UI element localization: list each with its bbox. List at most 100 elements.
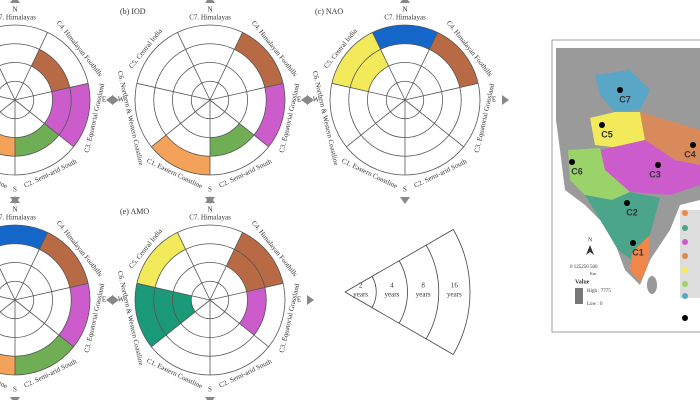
- spoke: [14, 99, 74, 148]
- compass-arrow: [400, 0, 410, 3]
- sector-label: C5. Central India: [127, 27, 164, 71]
- map-legend-swatches: [680, 210, 700, 321]
- wedge: [15, 335, 74, 375]
- compass-arrow: [307, 95, 314, 105]
- wedge: [372, 24, 438, 50]
- spoke: [177, 232, 211, 301]
- ring: [0, 80, 35, 120]
- compass-arrow: [112, 295, 119, 305]
- region-label: C4: [684, 149, 696, 159]
- region-c4: [640, 112, 700, 165]
- legend-value: 16: [451, 282, 459, 290]
- compass-arrow: [301, 95, 308, 105]
- compass-arrow: [307, 295, 314, 305]
- compass-arrow: [112, 95, 119, 105]
- sector-label: C7. Himalayas: [0, 14, 36, 22]
- compass-arrow: [502, 95, 509, 105]
- region-dot: [630, 240, 636, 246]
- panel-title: (e) AMO: [120, 207, 149, 216]
- wedge: [239, 287, 267, 336]
- region-label: C6: [571, 166, 583, 176]
- compass-arrow: [10, 397, 20, 400]
- compass-letter: S: [13, 386, 17, 394]
- spoke: [0, 299, 16, 313]
- compass-letter: W: [118, 296, 125, 304]
- legend-value: 8: [421, 282, 425, 290]
- compass-arrow: [205, 196, 215, 203]
- wedge: [151, 135, 210, 175]
- panel-title: (c) NAO: [315, 7, 343, 16]
- sector-label: C3. Equatorial Grassland: [278, 282, 302, 353]
- ring: [0, 262, 53, 338]
- wedge: [58, 283, 91, 347]
- region-dot: [655, 162, 661, 168]
- legend-arc: [371, 276, 377, 308]
- spoke: [177, 32, 211, 101]
- spoke: [372, 32, 406, 101]
- legend-edge: [344, 291, 454, 355]
- spoke: [14, 82, 89, 101]
- spoke: [14, 299, 74, 348]
- scale-label: 0 125250 500: [570, 265, 598, 270]
- north-label: N: [588, 237, 593, 243]
- spoke: [0, 267, 16, 301]
- value-low: Low : 0: [587, 302, 603, 307]
- spoke: [209, 299, 269, 348]
- compass-letter: N: [207, 206, 212, 214]
- wedge: [0, 134, 15, 157]
- spoke: [404, 32, 438, 101]
- region-dot: [569, 159, 575, 165]
- spoke: [209, 282, 284, 301]
- compass-letter: N: [12, 206, 17, 214]
- value-high: High : 7775: [587, 289, 611, 294]
- value-title: Value: [575, 279, 590, 285]
- wedge: [0, 224, 48, 250]
- compass-letter: E: [297, 296, 301, 304]
- sector-label: C7. Himalayas: [189, 14, 231, 22]
- compass-letter: E: [297, 96, 301, 104]
- spoke: [14, 32, 48, 101]
- spoke: [209, 99, 269, 148]
- spoke: [151, 99, 211, 148]
- legend-edge: [344, 229, 454, 293]
- spoke: [151, 299, 211, 348]
- wedge: [253, 83, 285, 147]
- region-c3: [600, 140, 700, 195]
- wedge: [226, 232, 284, 292]
- spoke: [331, 82, 406, 101]
- wedge: [39, 232, 89, 288]
- wedge: [0, 354, 15, 375]
- compass-letter: S: [208, 186, 212, 194]
- spoke: [14, 232, 48, 301]
- legend-arc: [425, 244, 440, 340]
- wedge: [31, 49, 70, 92]
- wedge: [135, 283, 196, 347]
- compass-letter: E: [102, 296, 106, 304]
- legend-value: 4: [390, 282, 394, 290]
- spoke: [136, 282, 211, 301]
- compass-arrow: [10, 196, 20, 203]
- compass-letter: N: [12, 6, 17, 14]
- spoke: [14, 282, 89, 301]
- spoke: [136, 82, 211, 101]
- panel-title: (b) IOD: [120, 7, 146, 16]
- region-label: C7: [619, 94, 631, 104]
- sector-label: C3. Equatorial Grassland: [473, 82, 497, 153]
- region-label: C1: [632, 247, 644, 257]
- sector-label: C7. Himalayas: [0, 214, 36, 222]
- compass-letter: S: [208, 386, 212, 394]
- region-dot: [617, 87, 623, 93]
- wedge: [210, 123, 254, 157]
- spoke: [0, 296, 16, 301]
- spoke: [209, 232, 243, 301]
- wedge: [331, 32, 389, 92]
- compass-arrow: [400, 197, 410, 204]
- island: [647, 276, 657, 294]
- region-label: C5: [601, 129, 613, 139]
